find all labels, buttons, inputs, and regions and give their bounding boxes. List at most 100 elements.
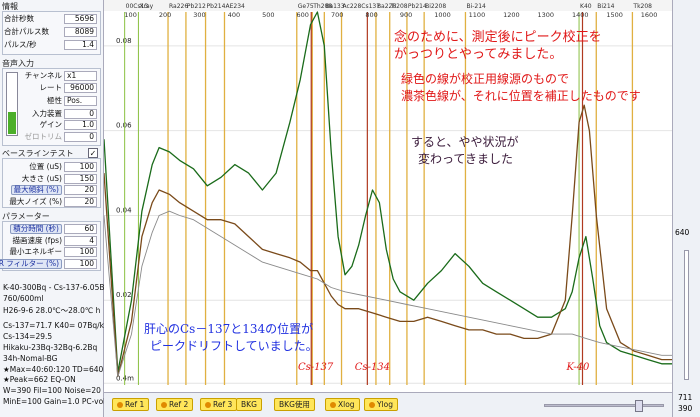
ref3-button[interactable]: Ref 3 bbox=[200, 398, 238, 411]
y-tick-label: 0.04 bbox=[116, 206, 132, 214]
y-tick-label: 0.08 bbox=[116, 37, 132, 45]
input-level-meter bbox=[6, 72, 18, 136]
nuclide-label: Ge75 bbox=[298, 3, 314, 10]
x-tick-label: 400 bbox=[228, 11, 240, 19]
annotation-dark-line2: 変わってきました bbox=[418, 152, 514, 166]
xlog-dot-icon bbox=[330, 402, 336, 408]
max-slope-button[interactable]: 最大傾斜 (%) bbox=[10, 185, 62, 195]
annotation-red-line4: 濃茶色線が、それに位置を補正したものです bbox=[401, 89, 641, 103]
ref2-dot-icon bbox=[161, 402, 167, 408]
x-tick-label: 200 bbox=[159, 11, 171, 19]
xlog-button[interactable]: Xlog bbox=[325, 398, 360, 411]
audio-panel-title: 音声入力 bbox=[2, 59, 34, 68]
rate-field[interactable]: 96000 bbox=[64, 83, 97, 93]
spectrum-series-line bbox=[104, 210, 672, 377]
annotation-red-line2: がっつりとやってみました。 bbox=[394, 47, 563, 62]
annotation-dark-line1: すると、やや状況が bbox=[411, 135, 519, 149]
info-row-total-pulses: 合計パルス数 8089 bbox=[2, 27, 98, 37]
spectrum-svg: 0.080.060.040.020.4m00Cs13XrayRa226Pb212… bbox=[104, 0, 672, 385]
nuclide-label: Tk208 bbox=[632, 3, 652, 10]
peak-label: Cs-137 bbox=[298, 362, 334, 373]
ref1-dot-icon bbox=[117, 402, 123, 408]
x-tick-label: 1200 bbox=[503, 11, 520, 19]
audio-row-zero-trim: ゼロトリム 0 bbox=[2, 132, 98, 142]
x-tick-label: 900 bbox=[400, 11, 412, 19]
spectrum-series-line bbox=[104, 104, 672, 378]
param-panel-title: パラメーター bbox=[2, 212, 50, 221]
gain-field[interactable]: 1.0 bbox=[64, 120, 97, 130]
right-axis-top-label: 640 bbox=[675, 228, 690, 237]
param-row-fps: 描画速度 (fps) 4 bbox=[2, 236, 98, 246]
integration-time-button[interactable]: 積分時間 (秒) bbox=[10, 224, 62, 234]
zero-trim-field[interactable]: 0 bbox=[64, 132, 97, 142]
size-field[interactable]: 150 bbox=[64, 174, 97, 184]
nuclide-label: Th208 bbox=[312, 3, 332, 10]
vertical-scroll-slider[interactable] bbox=[684, 250, 689, 380]
position-field[interactable]: 100 bbox=[64, 162, 97, 172]
note-line: ★Max=40:60:120 TD=640 bbox=[3, 365, 104, 374]
channel-select[interactable]: x1 bbox=[64, 71, 97, 81]
bkg-button[interactable]: BKG bbox=[236, 398, 262, 411]
nuclide-label: Ac228Cs137 bbox=[343, 3, 381, 10]
annotation-red-line1: 念のために、測定後にピーク校正を bbox=[394, 30, 602, 45]
x-tick-label: 600 bbox=[297, 11, 309, 19]
baseline-checkbox[interactable]: ✓ bbox=[88, 148, 98, 158]
info-row-pulses-per-sec: パルス/秒 1.4 bbox=[2, 40, 98, 50]
nuclide-label: Ba133 bbox=[325, 3, 344, 10]
fps-field[interactable]: 4 bbox=[64, 236, 97, 246]
peak-label: Cs-134 bbox=[355, 362, 390, 373]
iir-filter-button[interactable]: IIR フィルター (%) bbox=[0, 259, 62, 269]
integration-time-field[interactable]: 60 bbox=[64, 224, 97, 234]
note-line: ★Peak=662 EQ-ON bbox=[3, 375, 76, 384]
note-line: H26-9-6 28.0℃～28.0℃ h bbox=[3, 306, 101, 315]
nuclide-label: Pb214 bbox=[408, 3, 427, 10]
x-tick-label: 1500 bbox=[606, 11, 623, 19]
polarity-select[interactable]: Pos. bbox=[64, 96, 97, 106]
ylog-button[interactable]: Ylog bbox=[364, 398, 399, 411]
pulses-per-sec-value: 1.4 bbox=[64, 40, 97, 50]
nuclide-label: TI208 bbox=[390, 3, 408, 10]
nuclide-label: K40 bbox=[580, 3, 592, 10]
right-axis-panel: 640 711 390 bbox=[672, 0, 700, 417]
min-energy-field[interactable]: 100 bbox=[64, 247, 97, 257]
param-row-min-energy: 最小エネルギー 100 bbox=[2, 247, 98, 257]
x-tick-label: 100 bbox=[124, 11, 136, 19]
baseline-row-max-noise: 最大ノイズ (%) 20 bbox=[2, 197, 98, 207]
note-line: 760/600ml bbox=[3, 294, 44, 303]
baseline-row-size: 大きさ (uS) 150 bbox=[2, 174, 98, 184]
note-line: W=390 Fil=100 Noise=20 bbox=[3, 386, 101, 395]
x-tick-label: 1100 bbox=[469, 11, 486, 19]
nuclide-label: Ba228 bbox=[377, 3, 396, 10]
audio-row-input-device: 入力装置 0 bbox=[2, 109, 98, 119]
note-line: Cs-137=71.7 K40= 07Bq/kg bbox=[3, 321, 109, 330]
nuclide-label: Xray bbox=[139, 3, 153, 10]
horizontal-slider[interactable] bbox=[544, 400, 664, 412]
max-noise-field[interactable]: 20 bbox=[64, 197, 97, 207]
peak-label: K-40 bbox=[565, 362, 589, 373]
audio-row-channel: チャンネル x1 bbox=[2, 71, 98, 81]
x-tick-label: 300 bbox=[193, 11, 205, 19]
ref2-button[interactable]: Ref 2 bbox=[156, 398, 194, 411]
annotation-red-line3: 緑色の線が校正用線源のもので bbox=[401, 72, 570, 86]
iir-filter-field[interactable]: 100 bbox=[64, 259, 97, 269]
param-row-integration: 積分時間 (秒) 60 bbox=[2, 224, 98, 234]
input-device-field[interactable]: 0 bbox=[64, 109, 97, 119]
ref1-button[interactable]: Ref 1 bbox=[112, 398, 150, 411]
max-slope-field[interactable]: 20 bbox=[64, 185, 97, 195]
bkg-use-button[interactable]: BKG使用 bbox=[274, 398, 315, 411]
nuclide-label: Bi-214 bbox=[466, 3, 486, 10]
ref3-dot-icon bbox=[205, 402, 211, 408]
x-tick-label: 1300 bbox=[538, 11, 555, 19]
input-level-meter-fill bbox=[8, 112, 16, 134]
left-settings-panel: 情報 合計秒数 5696 合計パルス数 8089 パルス/秒 1.4 音声入力 チャン… bbox=[0, 0, 116, 417]
horizontal-slider-thumb[interactable] bbox=[635, 400, 643, 412]
spectrum-chart[interactable]: 0.080.060.040.020.4m00Cs13XrayRa226Pb212… bbox=[104, 0, 672, 392]
nuclide-label: Pb212 bbox=[187, 3, 206, 10]
nuclide-label: Bi2208 bbox=[425, 3, 446, 10]
right-axis-value-1: 711 bbox=[678, 393, 693, 402]
x-tick-label: 500 bbox=[262, 11, 274, 19]
baseline-row-max-slope: 最大傾斜 (%) 20 bbox=[2, 185, 98, 195]
x-tick-label: 700 bbox=[331, 11, 343, 19]
nuclide-label: Pb214 bbox=[207, 3, 226, 10]
